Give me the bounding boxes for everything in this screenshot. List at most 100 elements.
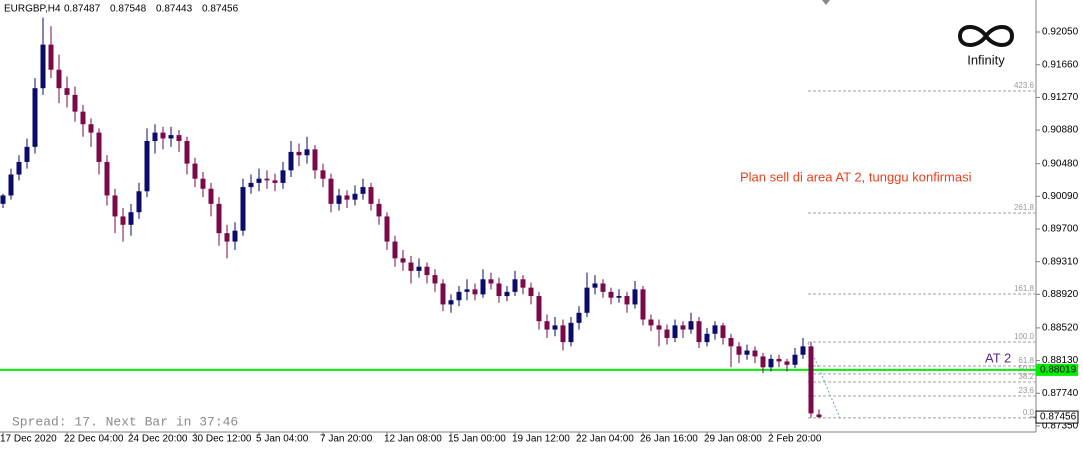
candle-body (80, 111, 86, 125)
x-tick-label: 22 Dec 04:00 (64, 434, 124, 445)
fib-label: 100.0 (1014, 332, 1035, 341)
x-tick-label: 5 Jan 04:00 (256, 434, 309, 445)
candle-body (808, 346, 814, 414)
candle-body (432, 275, 438, 284)
y-tick-label: 0.91660 (1042, 59, 1079, 70)
candle-body (184, 140, 190, 164)
candle-body (296, 151, 302, 156)
candle-body (776, 358, 782, 362)
shift-marker (822, 0, 830, 5)
candle-body (472, 289, 478, 295)
candle-body (456, 291, 462, 301)
fib-label: 261.8 (1014, 203, 1035, 212)
candle-body (144, 140, 150, 192)
candle-body (232, 230, 238, 242)
candle-body (568, 322, 574, 343)
candle-body (384, 216, 390, 242)
candle-body (416, 266, 422, 271)
candle-body (152, 132, 158, 141)
status-text: Spread: 17. Next Bar in 37:46 (12, 414, 238, 429)
candle-body (344, 195, 350, 200)
candle-body (536, 296, 542, 322)
candle-body (736, 346, 742, 355)
quote-value: 0.87443 (156, 4, 193, 15)
candle-body (496, 283, 502, 297)
candle-body (624, 296, 630, 305)
x-tick-label: 26 Jan 16:00 (640, 434, 698, 445)
candle-body (744, 350, 750, 355)
y-tick-label: 0.92050 (1042, 27, 1079, 38)
candle-body (16, 161, 22, 175)
candle-body (64, 88, 70, 95)
quote-value: 0.87456 (202, 4, 239, 15)
candle-body (352, 193, 358, 200)
candle-body (592, 283, 598, 288)
quote-value: 0.87487 (64, 4, 101, 15)
candle-body (40, 44, 46, 89)
y-tick-label: 0.90480 (1042, 158, 1079, 169)
candle-body (560, 325, 566, 343)
candle-body (552, 325, 558, 330)
candle-body (600, 283, 606, 292)
candle-body (56, 69, 62, 89)
candle-body (272, 180, 278, 183)
candle-body (480, 279, 486, 295)
y-tick-label: 0.90090 (1042, 191, 1079, 202)
y-tick-label: 0.87350 (1042, 421, 1079, 432)
fib-label: 0.0 (1023, 408, 1035, 417)
logo-text: Infinity (967, 52, 1005, 67)
candle-body (544, 321, 550, 330)
candle-body (240, 187, 246, 231)
candle-body (768, 358, 774, 368)
quote-value: 0.87548 (110, 4, 147, 15)
y-tick-label: 0.91270 (1042, 92, 1079, 103)
y-tick-label: 0.89310 (1042, 256, 1079, 267)
x-tick-label: 22 Jan 04:00 (576, 434, 634, 445)
candle-body (328, 178, 334, 204)
candle-body (520, 279, 526, 288)
candle-body (120, 216, 126, 225)
candle-body (104, 161, 110, 196)
candle-body (48, 44, 54, 70)
candle-body (576, 312, 582, 323)
candle-body (632, 289, 638, 305)
candle-body (312, 149, 318, 171)
y-tick-label: 0.88520 (1042, 323, 1079, 334)
x-tick-label: 29 Jan 08:00 (704, 434, 762, 445)
x-tick-label: 24 Dec 20:00 (128, 434, 188, 445)
candle-body (224, 233, 230, 242)
x-tick-label: 7 Jan 20:00 (320, 434, 373, 445)
candle-body (712, 325, 718, 334)
candle-body (376, 203, 382, 217)
candle-body (88, 124, 94, 133)
y-tick-label: 0.89700 (1042, 224, 1079, 235)
candle-body (680, 325, 686, 330)
candle-body (752, 350, 758, 357)
candle-body (336, 195, 342, 204)
candle-body (400, 258, 406, 263)
candle-body (760, 356, 766, 368)
candle-body (648, 319, 654, 326)
candle-body (816, 414, 822, 418)
candle-body (360, 187, 366, 194)
candle-body (32, 88, 38, 147)
candle-body (792, 354, 798, 365)
logo: Infinity (957, 25, 1015, 67)
current-price: 0.87456 (1040, 412, 1077, 423)
candle-body (488, 279, 494, 284)
candle-body (448, 300, 454, 305)
fib-label: 38.2 (1018, 372, 1034, 381)
fib-label: 161.8 (1014, 284, 1035, 293)
candle-body (424, 266, 430, 276)
candle-body (504, 291, 510, 297)
quote-symbol: EURGBP,H4 (4, 4, 61, 15)
candle-body (584, 287, 590, 313)
candle-body (24, 146, 30, 162)
fib-label: 423.6 (1014, 81, 1035, 90)
annotation: Plan sell di area AT 2, tunggu konfirmas… (740, 169, 972, 184)
candle-body (192, 163, 198, 179)
candle-body (288, 151, 294, 171)
candle-body (128, 212, 134, 225)
logo-mark (957, 25, 1015, 47)
candle-body (696, 321, 702, 343)
